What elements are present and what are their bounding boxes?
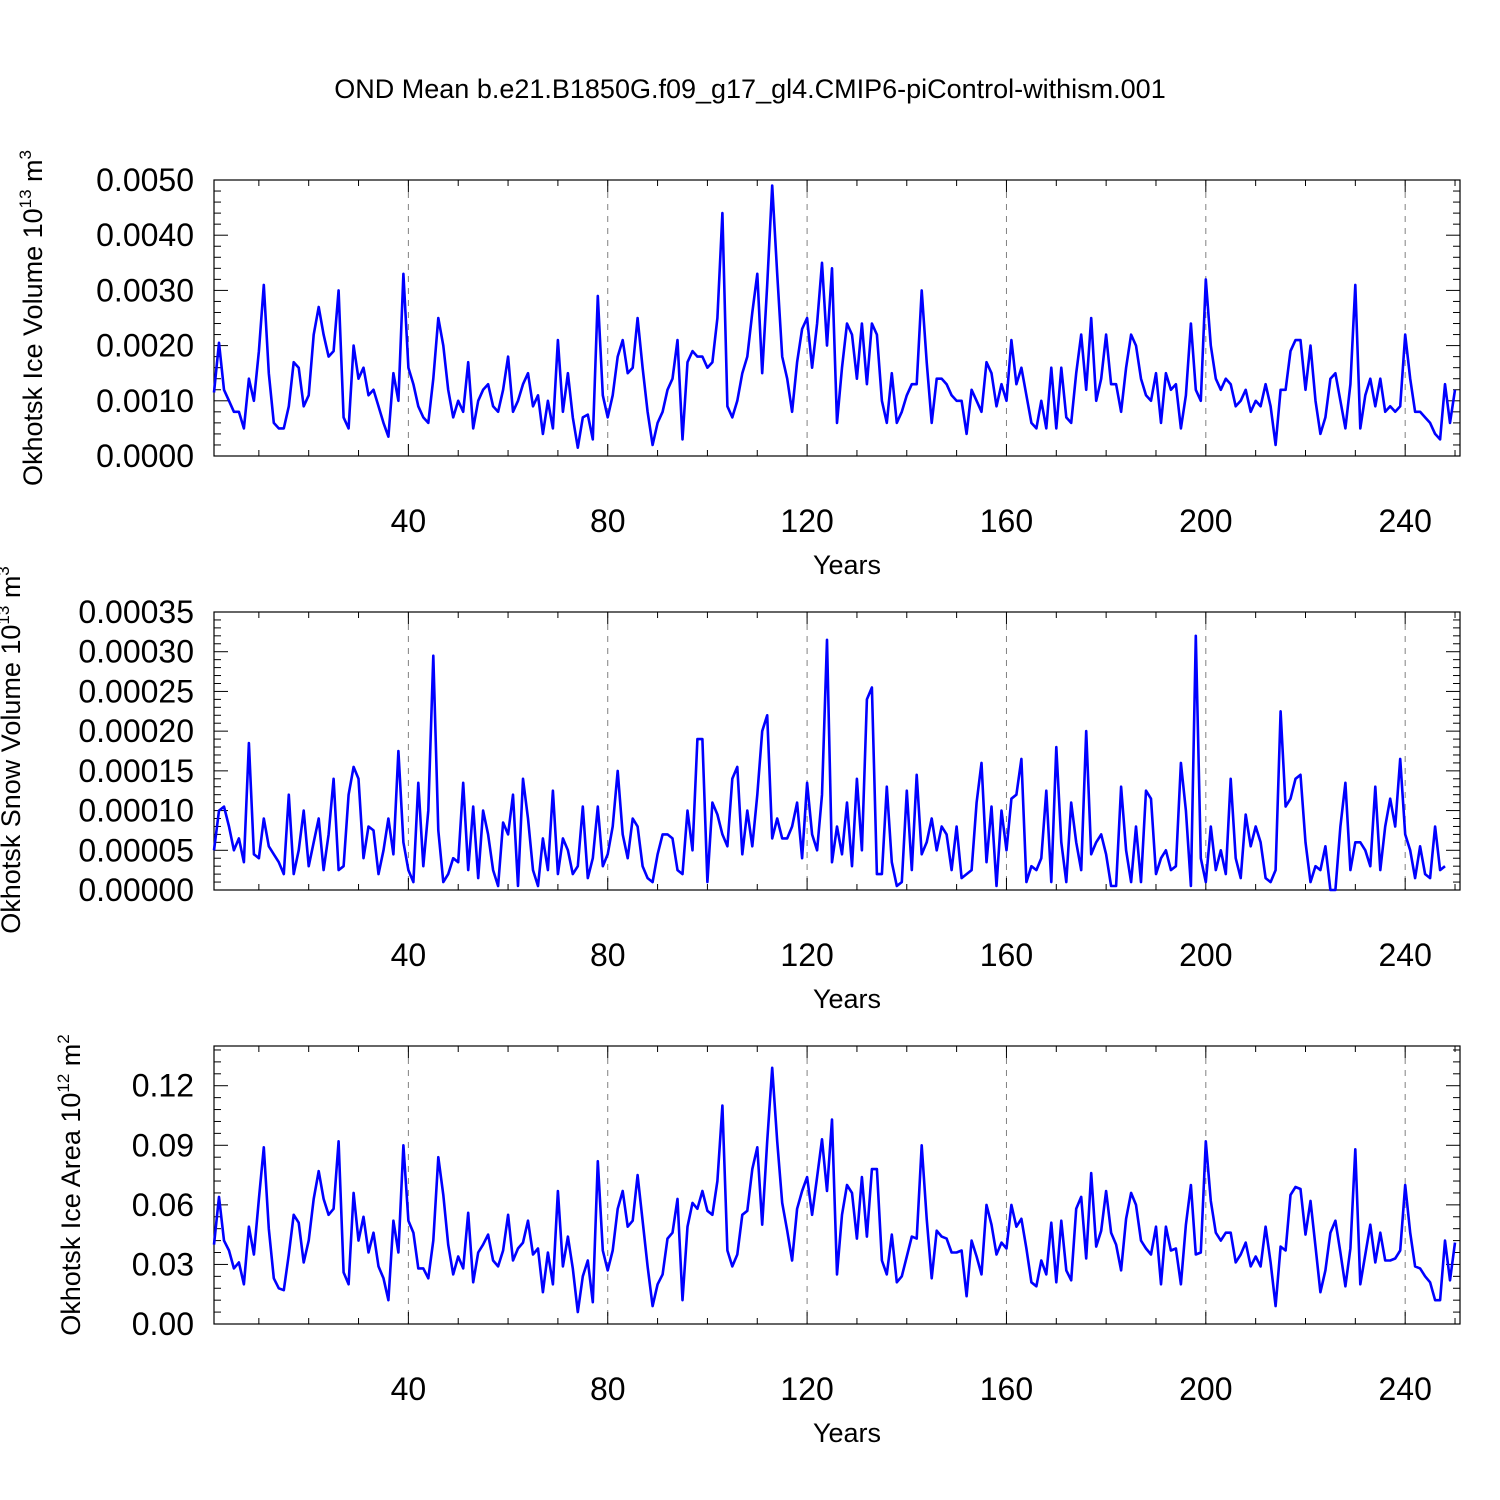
x-tick-label: 80 <box>590 1371 626 1407</box>
x-tick-label: 80 <box>590 937 626 973</box>
x-tick-label: 160 <box>980 1371 1033 1407</box>
x-tick-label: 240 <box>1378 1371 1431 1407</box>
x-tick-label: 240 <box>1378 503 1431 539</box>
x-tick-label: 120 <box>780 937 833 973</box>
plot-frame <box>213 179 1461 457</box>
series-line-ice-area <box>212 1066 1457 1314</box>
x-tick-label: 200 <box>1179 937 1232 973</box>
y-tick-label: 0.0030 <box>96 272 194 308</box>
y-axis-title: Okhotsk Ice Volume 1013 m3 <box>16 150 48 486</box>
plot-frame <box>213 1045 1461 1325</box>
y-tick-label: 0.0050 <box>96 162 194 198</box>
y-tick-label: 0.0040 <box>96 217 194 253</box>
x-tick-label: 200 <box>1179 1371 1232 1407</box>
y-axis-title: Okhotsk Snow Volume 1013 m3 <box>0 566 26 934</box>
chart-title: OND Mean b.e21.B1850G.f09_g17_gl4.CMIP6-… <box>334 74 1166 104</box>
panel-ice-volume: 0.0000 0.0010 0.0020 0.0030 0.0040 0.0050 40 80… <box>16 150 1461 580</box>
series-line-snow-volume <box>212 634 1446 892</box>
panel-ice-area: 0.00 0.03 0.06 0.09 0.12 40 80 120 160 200 240 Year… <box>54 1034 1461 1448</box>
y-tick-label: 0.0020 <box>96 328 194 364</box>
x-tick-label: 80 <box>590 503 626 539</box>
y-tick-label: 0.06 <box>132 1187 194 1223</box>
y-tick-label: 0.00015 <box>78 753 194 789</box>
plot-frame <box>213 611 1461 891</box>
x-tick-label: 120 <box>780 1371 833 1407</box>
x-axis-title: Years <box>813 984 881 1014</box>
y-tick-label: 0.00010 <box>78 793 194 829</box>
x-tick-label: 120 <box>780 503 833 539</box>
x-tick-label: 240 <box>1378 937 1431 973</box>
x-tick-label: 160 <box>980 937 1033 973</box>
y-tick-label: 0.09 <box>132 1127 194 1163</box>
y-tick-label: 0.0010 <box>96 383 194 419</box>
y-tick-label: 0.00020 <box>78 713 194 749</box>
y-axis-title: Okhotsk Ice Area 1012 m2 <box>54 1034 86 1336</box>
y-tick-label: 0.00005 <box>78 832 194 868</box>
y-tick-label: 0.03 <box>132 1246 194 1282</box>
y-tick-label: 0.00000 <box>78 872 194 908</box>
y-tick-label: 0.00025 <box>78 673 194 709</box>
series-line-ice-volume <box>212 184 1457 450</box>
x-axis-title: Years <box>813 550 881 580</box>
y-tick-label: 0.00 <box>132 1306 194 1342</box>
y-tick-label: 0.0000 <box>96 438 194 474</box>
x-tick-label: 160 <box>980 503 1033 539</box>
x-tick-label: 40 <box>391 503 427 539</box>
y-tick-label: 0.12 <box>132 1068 194 1104</box>
x-tick-label: 40 <box>391 937 427 973</box>
x-axis-title: Years <box>813 1418 881 1448</box>
y-tick-label: 0.00035 <box>78 594 194 630</box>
x-tick-label: 40 <box>391 1371 427 1407</box>
y-tick-label: 0.00030 <box>78 634 194 670</box>
x-tick-label: 200 <box>1179 503 1232 539</box>
